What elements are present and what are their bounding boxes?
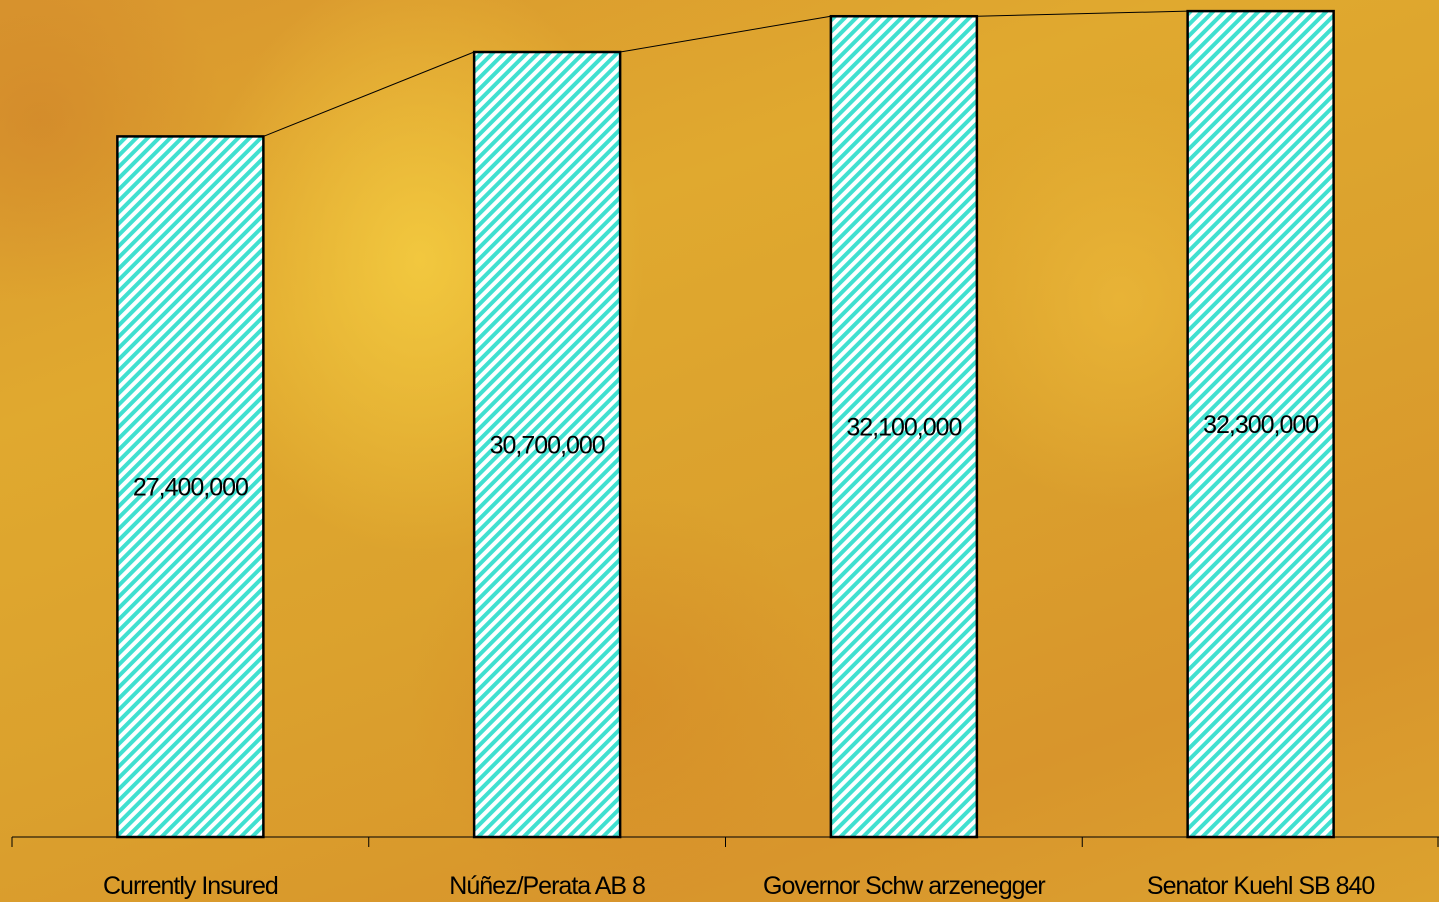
labels-layer: 27,400,000 Currently Insured 30,700,000 Núñ… xyxy=(103,411,1375,900)
category-label-0: Currently Insured xyxy=(103,872,278,900)
value-label-0: 27,400,000 xyxy=(133,474,248,502)
category-label-2: Governor Schw arzenegger xyxy=(763,872,1045,900)
category-label-3: Senator Kuehl SB 840 xyxy=(1147,872,1374,900)
connector-line-1 xyxy=(620,15,831,53)
x-axis xyxy=(11,836,1439,847)
connector-layer xyxy=(263,10,1188,137)
connector-line-2 xyxy=(976,10,1188,17)
bar-1 xyxy=(472,50,622,839)
bar-3 xyxy=(1186,9,1335,839)
bar-0 xyxy=(116,135,265,839)
bars-layer xyxy=(116,9,1335,839)
bar-2 xyxy=(829,14,979,839)
value-label-1: 30,700,000 xyxy=(490,432,605,460)
category-label-1: Núñez/Perata AB 8 xyxy=(449,872,645,900)
connector-line-0 xyxy=(263,51,475,137)
value-label-2: 32,100,000 xyxy=(846,414,961,442)
value-label-3: 32,300,000 xyxy=(1203,411,1318,439)
